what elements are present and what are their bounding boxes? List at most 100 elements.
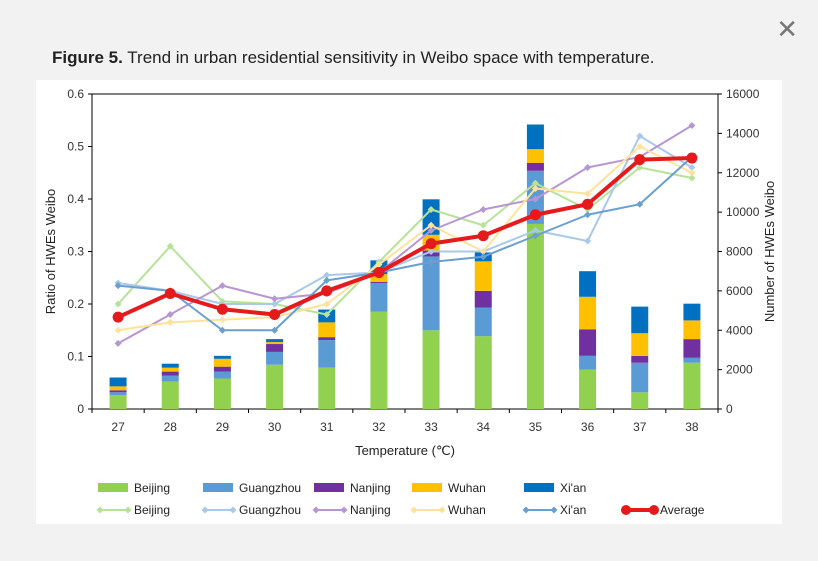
legend-marker-average (621, 505, 631, 515)
bar-beijing (370, 311, 388, 409)
bar-wuhan (266, 342, 284, 345)
bar-wuhan (579, 296, 597, 330)
y2-tick-label: 16000 (726, 87, 760, 101)
point-beijing (479, 221, 487, 229)
point-xi-an (218, 326, 226, 334)
y-tick-label: 0.3 (67, 245, 84, 259)
point-xi-an (271, 326, 279, 334)
bar-nanjing (266, 344, 284, 352)
legend-marker-xi-an (522, 506, 530, 514)
bar-xi-an (579, 271, 597, 297)
legend-line-label-xi-an: Xi'an (560, 503, 586, 517)
bar-nanjing (683, 339, 701, 358)
bar-wuhan (161, 367, 179, 372)
point-guangzhou (427, 248, 435, 255)
point-average (216, 303, 228, 315)
bar-guangzhou (631, 362, 649, 393)
point-average (582, 198, 594, 210)
line-nanjing (117, 124, 693, 345)
y-tick-label: 0.2 (67, 297, 84, 311)
bar-xi-an (161, 363, 179, 368)
bar-nanjing (213, 366, 231, 372)
line-wuhan (117, 145, 693, 332)
legend-line-label-average: Average (660, 503, 705, 517)
legend-label-nanjing: Nanjing (350, 481, 391, 495)
chart-panel: 0 0.1 0.2 0.3 0.4 0.5 0.6 0 2000 4000 6000 8000 1000… (36, 80, 782, 524)
bar-xi-an (213, 355, 231, 359)
y-tick-label: 0 (77, 402, 84, 416)
x-tick-label: 34 (477, 420, 491, 434)
point-average (529, 209, 541, 221)
point-xi-an (323, 276, 331, 284)
close-icon[interactable]: ✕ (776, 14, 798, 44)
y-tick-label: 0.1 (67, 350, 84, 364)
x-axis-title: Temperature (℃) (355, 443, 455, 458)
point-guangzhou (636, 132, 644, 140)
x-tick-label: 35 (529, 420, 543, 434)
y2-tick-label: 6000 (726, 284, 753, 298)
legend-swatch-xi-an (524, 483, 554, 492)
point-nanjing (688, 122, 696, 129)
legend-marker-nanjing (340, 506, 348, 514)
y2-tick-label: 2000 (726, 363, 753, 377)
y-tick-label: 0.4 (67, 192, 84, 206)
line-beijing (117, 166, 693, 316)
point-average (373, 267, 385, 278)
point-xi-an (636, 200, 644, 208)
point-wuhan (427, 221, 435, 229)
point-average (321, 285, 333, 297)
legend-marker-xi-an (550, 506, 558, 514)
bar-xi-an (266, 339, 284, 343)
legend-line-label-wuhan: Wuhan (448, 503, 486, 517)
legend-marker-average (649, 505, 659, 515)
legend-line-label-nanjing: Nanjing (350, 503, 391, 517)
line-average (117, 156, 692, 319)
bar-beijing (161, 381, 179, 409)
legend-marker-wuhan (438, 506, 446, 514)
bar-xi-an (109, 377, 127, 387)
point-beijing (531, 179, 539, 187)
bar-xi-an (422, 199, 440, 235)
bar-beijing (213, 378, 231, 409)
legend-marker-wuhan (410, 506, 418, 514)
bar-nanjing (370, 282, 388, 283)
point-wuhan (218, 316, 226, 324)
point-guangzhou (323, 271, 331, 279)
bar-wuhan (318, 322, 336, 338)
y2-axis-title: Number of HWEs Weibo (762, 181, 777, 322)
x-tick-label: 27 (111, 420, 125, 434)
bar-wuhan (213, 358, 231, 367)
legend-marker-guangzhou (229, 506, 237, 514)
figure-caption-text: Trend in urban residential sensitivity i… (122, 48, 655, 67)
point-wuhan (688, 169, 696, 177)
bar-guangzhou (579, 355, 597, 370)
y2-tick-label: 12000 (726, 166, 760, 180)
x-tick-label: 38 (685, 420, 699, 434)
point-average (164, 288, 176, 299)
point-beijing (114, 300, 122, 308)
bar-nanjing (526, 162, 544, 171)
point-beijing (636, 164, 644, 171)
point-nanjing (531, 195, 539, 203)
point-guangzhou (531, 227, 539, 234)
point-nanjing (584, 164, 592, 171)
chart-svg: 0 0.1 0.2 0.3 0.4 0.5 0.6 0 2000 4000 6000 8000 1000… (43, 87, 777, 517)
bar-beijing (422, 330, 440, 409)
bar-wuhan (526, 149, 544, 163)
bar-beijing (266, 364, 284, 409)
legend-marker-beijing (124, 506, 132, 514)
y2-tick-label: 8000 (726, 245, 753, 259)
bar-beijing (109, 395, 127, 409)
point-xi-an (427, 258, 435, 266)
line-xi-an (117, 156, 693, 332)
bar-nanjing (161, 371, 179, 376)
bar-wuhan (370, 274, 388, 283)
y2-tick-label: 10000 (726, 205, 760, 219)
point-xi-an (531, 232, 539, 240)
x-tick-label: 33 (424, 420, 438, 434)
bar-guangzhou (474, 307, 492, 337)
legend-swatch-wuhan (412, 483, 442, 492)
bar-beijing (683, 362, 701, 409)
bar-nanjing (631, 355, 649, 363)
point-beijing (427, 206, 435, 213)
